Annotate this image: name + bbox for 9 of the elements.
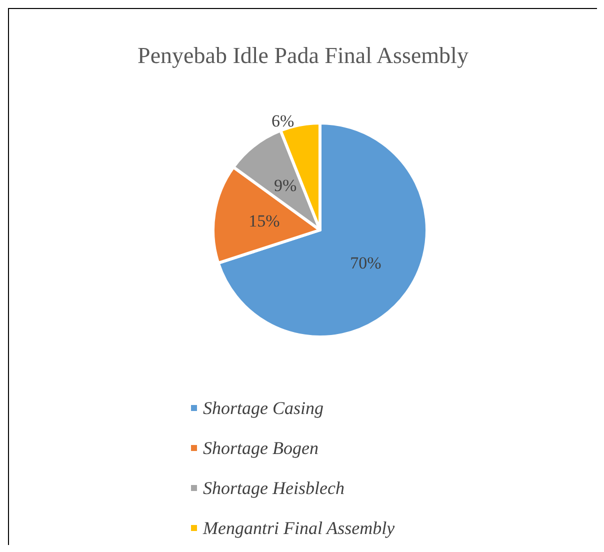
data-label: 70% <box>350 254 382 273</box>
legend-label: Shortage Casing <box>203 398 324 418</box>
data-label: 15% <box>248 212 280 231</box>
legend-label: Mengantri Final Assembly <box>202 518 395 538</box>
data-label: 9% <box>274 176 297 195</box>
legend-label: Shortage Bogen <box>203 438 318 458</box>
data-label: 6% <box>272 111 294 130</box>
chart-title: Penyebab Idle Pada Final Assembly <box>138 43 469 68</box>
legend-label: Shortage Heisblech <box>203 478 344 498</box>
